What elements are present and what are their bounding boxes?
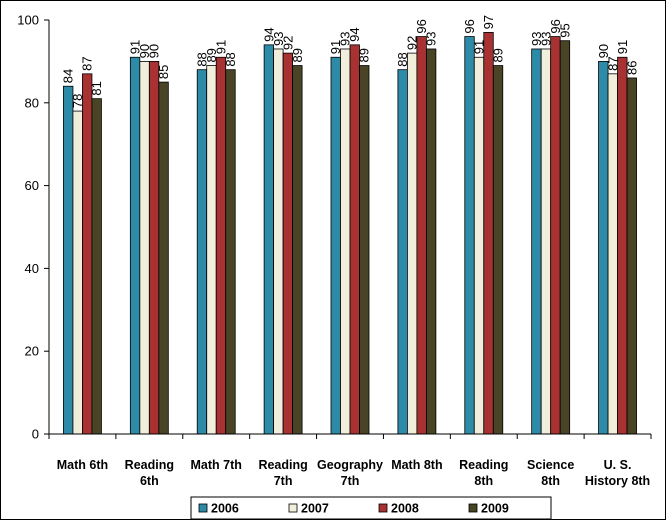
legend-swatch-2009 — [468, 503, 478, 513]
data-label: 90 — [137, 44, 152, 58]
data-label: 91 — [472, 40, 487, 54]
bar-2009 — [492, 65, 504, 435]
bar-2008 — [82, 73, 93, 435]
bar-2006 — [196, 69, 208, 435]
data-label: 89 — [357, 48, 372, 62]
data-label: 95 — [557, 23, 572, 37]
legend-label-2009: 2009 — [481, 502, 509, 516]
y-tick-label: 60 — [25, 178, 39, 193]
bar-2006 — [464, 36, 475, 435]
bar-2009 — [425, 48, 437, 435]
data-label: 93 — [271, 32, 286, 46]
bar-2009 — [626, 77, 637, 435]
data-label: 91 — [128, 40, 143, 54]
bar-2006 — [263, 44, 275, 435]
x-tick-label: Reading 7th — [258, 458, 307, 488]
bar-2008 — [550, 36, 561, 435]
legend-box — [190, 496, 552, 519]
y-tick-label: 100 — [17, 13, 39, 28]
data-label: 84 — [61, 69, 76, 83]
data-label: 92 — [280, 36, 295, 50]
data-label: 90 — [596, 44, 611, 58]
bar-2006 — [598, 61, 609, 435]
data-label: 88 — [194, 52, 209, 66]
data-label: 97 — [481, 15, 496, 29]
bar-2006 — [330, 56, 341, 435]
data-label: 93 — [338, 32, 353, 46]
bar-2008 — [617, 56, 628, 435]
data-label: 81 — [89, 81, 104, 95]
legend-label-2007: 2007 — [301, 502, 329, 516]
data-label: 89 — [491, 48, 506, 62]
data-label: 91 — [615, 40, 630, 54]
x-tick-label: U. S. History 8th — [585, 458, 650, 488]
x-tick-label: Science 8th — [527, 458, 574, 488]
x-tick-label: Math 8th — [391, 458, 442, 472]
bar-2009 — [91, 98, 102, 435]
x-tick-label: Geography 7th — [317, 458, 383, 488]
data-label: 96 — [462, 19, 477, 33]
bar-2008 — [416, 36, 427, 435]
data-label: 94 — [347, 27, 362, 41]
legend-label-2008: 2008 — [391, 502, 419, 516]
bar-2008 — [148, 61, 160, 435]
data-label: 92 — [405, 36, 420, 50]
data-label: 88 — [395, 52, 410, 66]
x-tick-label: Reading 8th — [459, 458, 508, 488]
data-label: 78 — [70, 94, 85, 108]
data-label: 86 — [624, 60, 639, 74]
bar-2006 — [531, 48, 542, 435]
bar-2009 — [158, 81, 169, 435]
bar-2007 — [607, 73, 618, 435]
x-tick-label: Math 6th — [57, 458, 108, 472]
data-label: 91 — [328, 40, 343, 54]
legend-swatch-2007 — [288, 503, 298, 513]
bar-2007 — [406, 52, 418, 435]
bar-2009 — [559, 40, 571, 435]
legend-label-2006: 2006 — [211, 502, 239, 516]
bar-2007 — [540, 48, 552, 435]
bar-2008 — [282, 52, 294, 435]
data-label: 85 — [156, 65, 171, 79]
bar-2009 — [292, 65, 303, 435]
legend-swatch-2008 — [378, 503, 388, 513]
data-label: 93 — [424, 32, 439, 46]
data-label: 94 — [261, 27, 276, 41]
bar-2008 — [349, 44, 360, 435]
data-label: 90 — [147, 44, 162, 58]
bar-2006 — [63, 85, 74, 435]
y-tick-label: 80 — [25, 95, 39, 110]
bar-2008 — [483, 32, 494, 435]
bar-2006 — [129, 56, 141, 435]
x-tick-label: Reading 6th — [125, 458, 174, 488]
y-tick-label: 0 — [32, 427, 39, 442]
bar-2007 — [473, 56, 485, 435]
data-label: 91 — [213, 40, 228, 54]
legend-swatch-2006 — [198, 503, 208, 513]
bar-2007 — [273, 48, 284, 435]
bar-2006 — [397, 69, 408, 435]
data-label: 87 — [605, 56, 620, 70]
data-label: 89 — [204, 48, 219, 62]
bar-2007 — [340, 48, 351, 435]
bar-2007 — [139, 61, 150, 435]
data-label: 93 — [529, 32, 544, 46]
data-label: 87 — [80, 56, 95, 70]
data-label: 96 — [548, 19, 563, 33]
data-label: 89 — [290, 48, 305, 62]
x-tick-label: Math 7th — [191, 458, 242, 472]
bar-2008 — [215, 56, 227, 435]
bar-2007 — [206, 65, 217, 435]
data-label: 93 — [538, 32, 553, 46]
y-tick-label: 40 — [25, 261, 39, 276]
data-label: 88 — [223, 52, 238, 66]
bar-2009 — [359, 65, 370, 435]
data-label: 96 — [414, 19, 429, 33]
bar-2007 — [72, 110, 83, 435]
y-tick-label: 20 — [25, 344, 39, 359]
bar-2009 — [225, 69, 236, 435]
